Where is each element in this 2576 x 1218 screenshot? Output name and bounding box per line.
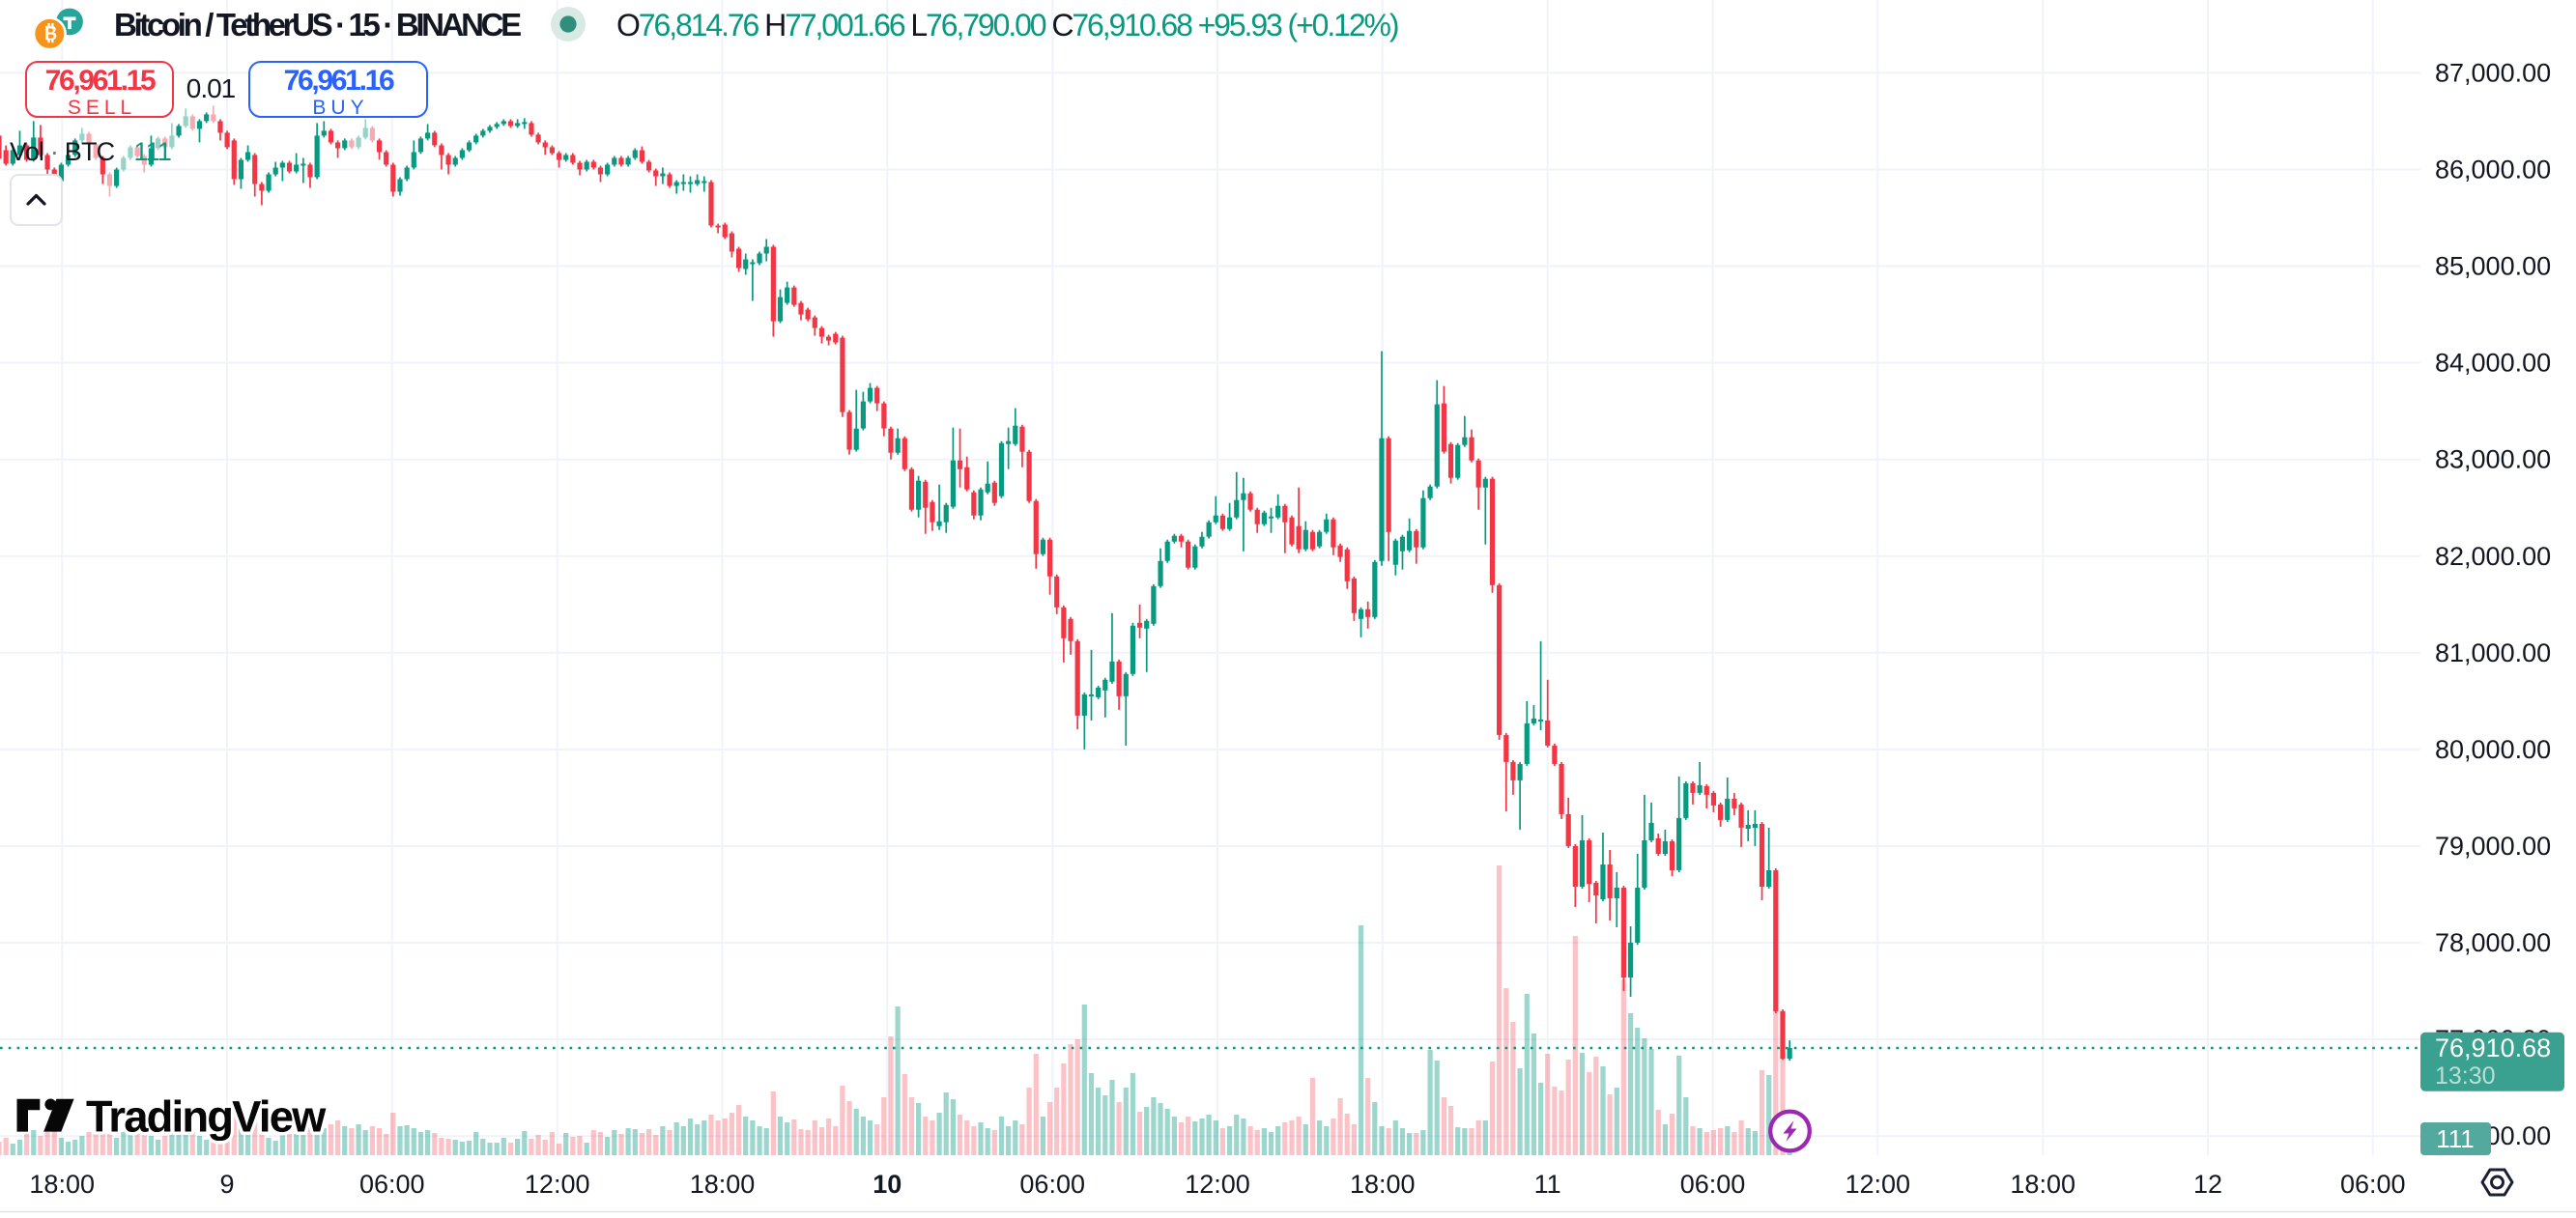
svg-text:111: 111 xyxy=(2436,1124,2475,1153)
svg-text:12: 12 xyxy=(2193,1170,2222,1199)
svg-text:87,000.00: 87,000.00 xyxy=(2435,58,2551,87)
svg-text:06:00: 06:00 xyxy=(1019,1170,1085,1199)
svg-text:10: 10 xyxy=(873,1170,902,1199)
svg-text:78,000.00: 78,000.00 xyxy=(2435,928,2551,957)
svg-text:TradingView: TradingView xyxy=(86,1092,327,1142)
svg-text:11: 11 xyxy=(1534,1170,1561,1199)
svg-text:18:00: 18:00 xyxy=(29,1170,95,1199)
svg-text:76,910.68: 76,910.68 xyxy=(2435,1034,2551,1062)
svg-text:79,000.00: 79,000.00 xyxy=(2435,832,2551,861)
svg-text:86,000.00: 86,000.00 xyxy=(2435,156,2551,184)
svg-text:12:00: 12:00 xyxy=(1846,1170,1911,1199)
svg-text:18:00: 18:00 xyxy=(690,1170,756,1199)
svg-text:13:30: 13:30 xyxy=(2435,1062,2496,1090)
svg-text:9: 9 xyxy=(219,1170,234,1199)
svg-text:18:00: 18:00 xyxy=(1350,1170,1416,1199)
svg-text:82,000.00: 82,000.00 xyxy=(2435,542,2551,571)
svg-text:18:00: 18:00 xyxy=(2010,1170,2075,1199)
svg-text:TradingView: TradingView xyxy=(86,1092,327,1142)
svg-text:06:00: 06:00 xyxy=(1680,1170,1746,1199)
svg-text:80,000.00: 80,000.00 xyxy=(2435,735,2551,764)
svg-text:06:00: 06:00 xyxy=(359,1170,425,1199)
svg-text:06:00: 06:00 xyxy=(2340,1170,2406,1199)
svg-text:81,000.00: 81,000.00 xyxy=(2435,638,2551,667)
svg-text:12:00: 12:00 xyxy=(1185,1170,1250,1199)
svg-text:84,000.00: 84,000.00 xyxy=(2435,349,2551,378)
svg-text:85,000.00: 85,000.00 xyxy=(2435,252,2551,281)
svg-text:12:00: 12:00 xyxy=(525,1170,590,1199)
svg-text:83,000.00: 83,000.00 xyxy=(2435,445,2551,474)
